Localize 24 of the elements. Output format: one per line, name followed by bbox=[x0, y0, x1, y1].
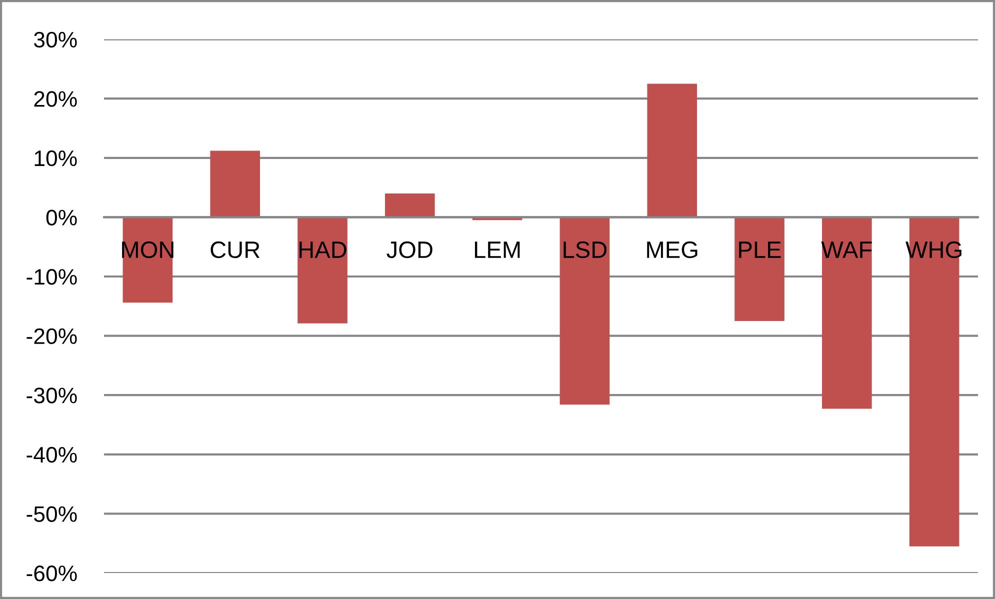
bar bbox=[822, 217, 872, 409]
x-tick-label: CUR bbox=[210, 241, 260, 258]
y-tick-label: 10% bbox=[34, 150, 77, 166]
bar bbox=[384, 193, 435, 218]
x-tick-label: LSD bbox=[564, 241, 607, 258]
x-tick-label: HAD bbox=[300, 242, 346, 258]
y-tick-label: -30% bbox=[26, 388, 77, 404]
bar bbox=[560, 217, 610, 405]
y-tick-label: -60% bbox=[26, 566, 77, 582]
x-tick-label: LEM bbox=[474, 242, 520, 258]
x-tick-label: PLE bbox=[739, 242, 781, 258]
y-tick-label: 20% bbox=[34, 91, 77, 107]
y-tick-label: -50% bbox=[26, 506, 77, 522]
bar bbox=[298, 217, 348, 324]
bar bbox=[210, 150, 260, 218]
x-tick-label: MEG bbox=[647, 241, 698, 258]
y-tick-label: 30% bbox=[34, 32, 77, 48]
y-tick-label: -20% bbox=[26, 328, 77, 344]
y-tick-label: -40% bbox=[26, 446, 77, 463]
bar bbox=[734, 217, 784, 321]
y-tick-label: 0% bbox=[46, 210, 77, 226]
y-tick-label: -10% bbox=[26, 269, 77, 285]
bar bbox=[647, 84, 698, 218]
x-tick-label: JOD bbox=[386, 241, 432, 258]
